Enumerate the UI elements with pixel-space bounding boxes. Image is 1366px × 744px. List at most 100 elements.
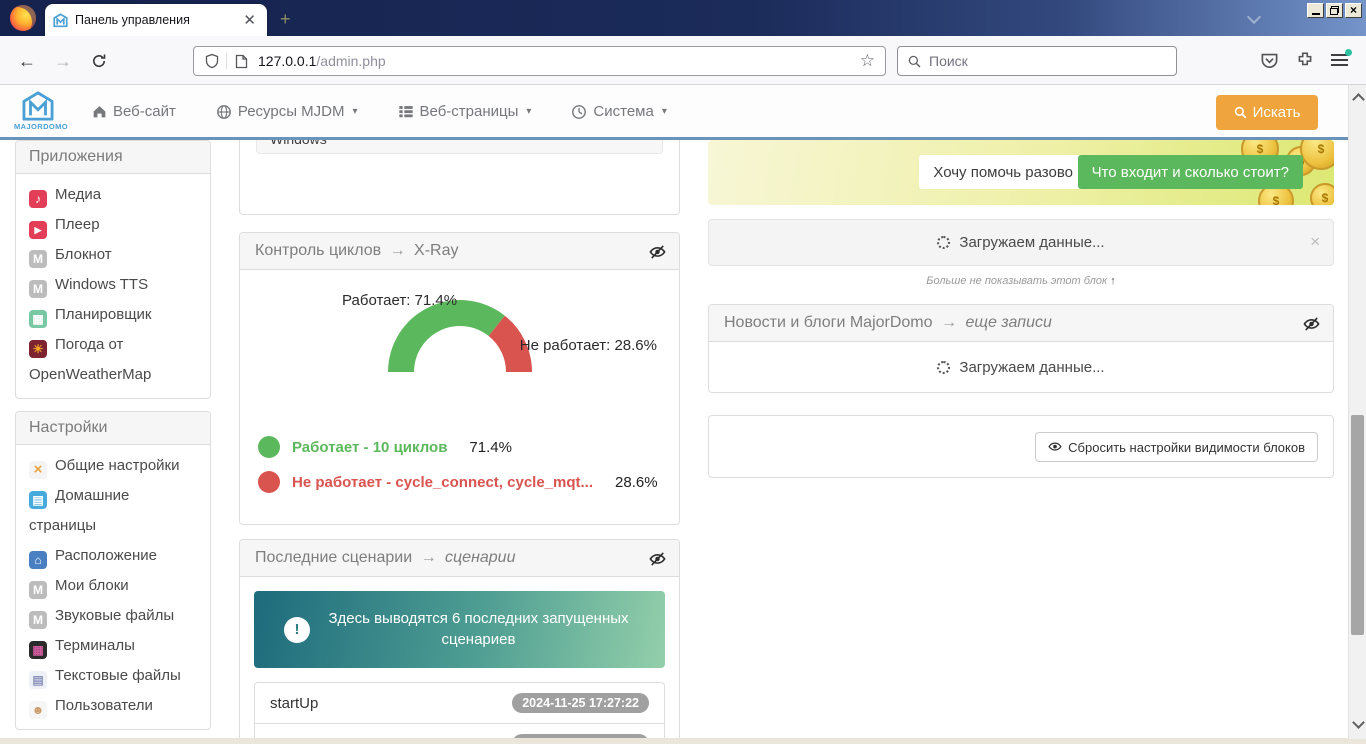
sidebar-item-location[interactable]: ⌂ Расположение	[29, 541, 197, 571]
sidebar-item-label: Плеер	[55, 216, 100, 233]
forward-button[interactable]: →	[54, 50, 72, 71]
folder-home-icon: ⌂	[29, 551, 47, 569]
window-minimize-button[interactable]	[1307, 3, 1324, 18]
titlebar: Панель управления ✕ + ×	[0, 0, 1366, 36]
legend-dot-working	[258, 436, 280, 458]
cycles-panel-link[interactable]: X-Ray	[414, 242, 459, 259]
arrow-right-icon: →	[420, 549, 437, 566]
new-tab-button[interactable]: +	[280, 9, 291, 29]
sidebar-item-player[interactable]: ▶ Плеер	[29, 210, 197, 240]
sidebar-item-label: Звуковые файлы	[55, 607, 175, 624]
extensions-puzzle-icon[interactable]	[1296, 51, 1316, 71]
sidebar-item-notepad[interactable]: M Блокнот	[29, 240, 197, 270]
legend-dot-not-working	[258, 471, 280, 493]
scenario-row[interactable]: startUp 2024-11-25 17:27:22	[255, 683, 664, 724]
main-menu: Веб-сайт Ресурсы MJDM ▾ Веб-страницы ▾	[92, 86, 667, 137]
sidebar-item-scheduler[interactable]: ▦ Планировщик	[29, 300, 197, 330]
page-info-icon[interactable]	[235, 54, 248, 69]
donate-info-button[interactable]: Что входит и сколько стоит?	[1077, 155, 1303, 189]
caret-down-icon: ▾	[661, 106, 667, 117]
list-tabs-chevron-icon[interactable]	[1248, 11, 1259, 22]
cycles-panel-header: Контроль циклов → X-Ray	[240, 233, 679, 270]
donate-once-button[interactable]: Хочу помочь разово	[919, 155, 1087, 189]
globe-icon	[216, 104, 231, 119]
scenarios-panel-title: Последние сценарии	[255, 549, 413, 566]
sidebar-item-media[interactable]: ♪ Медиа	[29, 180, 197, 210]
hamburger-menu-icon[interactable]	[1331, 49, 1352, 67]
legend-label[interactable]: Не работает - cycle_connect, cycle_mqt..…	[292, 473, 594, 491]
sidebar-item-my-blocks[interactable]: M Мои блоки	[29, 571, 197, 601]
sidebar-item-terminals[interactable]: ▦ Терминалы	[29, 631, 197, 661]
url-bar[interactable]: 127.0.0.1/admin.php ☆	[193, 46, 886, 76]
scenarios-panel: Последние сценарии → сценарии ! Здесь вы…	[239, 539, 680, 744]
legend-value: 71.4%	[469, 438, 512, 456]
sidebar-section-title: Приложения	[16, 141, 210, 174]
sidebar-item-home-pages[interactable]: ▤ Домашние страницы	[29, 481, 197, 541]
hide-block-eye-slash-icon[interactable]	[649, 551, 666, 568]
legend-label[interactable]: Работает - 10 циклов	[292, 438, 448, 456]
sidebar-item-label: Планировщик	[55, 306, 152, 323]
page-scrollbar[interactable]	[1348, 85, 1366, 739]
eye-icon	[1048, 442, 1062, 451]
sidebar-item-label: Общие настройки	[55, 457, 180, 474]
hide-note-text: Больше не показывать этот блок	[926, 275, 1108, 287]
window-close-button[interactable]: ×	[1345, 3, 1362, 18]
search-bar[interactable]: Поиск	[897, 46, 1177, 76]
firefox-logo-icon[interactable]	[10, 5, 36, 31]
spinner-icon	[937, 236, 951, 249]
browser-toolbar: ← → 127.0.0.1/admin.php ☆ П	[0, 36, 1366, 85]
news-panel: Новости и блоги MajorDomo → еще записи З…	[708, 304, 1334, 393]
search-icon	[1234, 106, 1246, 119]
scrollbar-thumb[interactable]	[1351, 415, 1364, 635]
menu-item-website[interactable]: Веб-сайт	[92, 103, 176, 120]
pocket-icon[interactable]	[1260, 51, 1280, 71]
bookmark-star-icon[interactable]: ☆	[859, 51, 875, 70]
majordomo-favicon-icon	[53, 12, 68, 27]
back-button[interactable]: ←	[18, 50, 36, 71]
scroll-up-arrow-icon[interactable]	[1352, 91, 1363, 102]
scenarios-info-alert: ! Здесь выводятся 6 последних запущенных…	[254, 591, 665, 668]
menu-item-system[interactable]: Система ▾	[571, 103, 667, 120]
scenario-name[interactable]: startUp	[270, 694, 319, 712]
right-column: $ $ $ $ $ Хочу помочь разово Что входит …	[708, 140, 1334, 478]
hide-block-eye-slash-icon[interactable]	[1303, 316, 1320, 333]
window-bottom-border	[0, 738, 1366, 744]
text-files-icon: ▤	[29, 671, 47, 689]
menu-item-resources-mjdm[interactable]: Ресурсы MJDM ▾	[216, 103, 358, 120]
window-restore-button[interactable]	[1326, 3, 1343, 18]
caret-down-icon: ▾	[352, 106, 358, 117]
close-block-icon[interactable]: ×	[1310, 232, 1320, 251]
search-placeholder: Поиск	[929, 53, 968, 69]
sidebar-item-users[interactable]: ☻ Пользователи	[29, 691, 197, 721]
sidebar-item-label: Текстовые файлы	[55, 667, 181, 684]
scenarios-panel-link[interactable]: сценарии	[445, 549, 516, 566]
cycles-panel-body: Работает: 71.4% Не работает: 28.6% Работ…	[240, 292, 679, 524]
menu-item-label: Веб-страницы	[419, 103, 519, 120]
scroll-down-arrow-icon[interactable]	[1352, 718, 1363, 729]
majordomo-logo[interactable]: MAJORDOMO	[14, 91, 68, 131]
blocks-icon: M	[29, 581, 47, 599]
sidebar-item-windows-tts[interactable]: M Windows TTS	[29, 270, 197, 300]
shield-icon[interactable]	[204, 53, 220, 69]
sidebar-item-weather[interactable]: ☀ Погода от OpenWeatherMap	[29, 330, 197, 390]
menu-item-webpages[interactable]: Веб-страницы ▾	[398, 103, 531, 120]
coin-icon: $	[1310, 183, 1334, 205]
news-panel-link[interactable]: еще записи	[965, 314, 1052, 331]
search-icon	[908, 55, 921, 67]
urlbar-divider	[226, 53, 227, 69]
reset-button-label: Сбросить настройки видимости блоков	[1068, 439, 1305, 455]
sidebar-item-label: Windows TTS	[55, 276, 149, 293]
browser-tab[interactable]: Панель управления ✕	[45, 4, 267, 36]
news-panel-title: Новости и блоги MajorDomo	[724, 314, 933, 331]
sidebar-item-general-settings[interactable]: × Общие настройки	[29, 451, 197, 481]
hide-block-eye-slash-icon[interactable]	[649, 244, 666, 261]
reload-icon	[93, 54, 106, 68]
url-text[interactable]: 127.0.0.1/admin.php	[258, 53, 860, 69]
reload-button[interactable]	[86, 48, 112, 74]
sidebar-item-text-files[interactable]: ▤ Текстовые файлы	[29, 661, 197, 691]
reset-visibility-button[interactable]: Сбросить настройки видимости блоков	[1035, 432, 1318, 462]
search-submit-button[interactable]: Искать	[1216, 95, 1318, 130]
sidebar-item-sound-files[interactable]: M Звуковые файлы	[29, 601, 197, 631]
hide-block-note[interactable]: Больше не показывать этот блок ↑	[708, 275, 1334, 287]
tab-close-icon[interactable]: ✕	[243, 11, 256, 29]
